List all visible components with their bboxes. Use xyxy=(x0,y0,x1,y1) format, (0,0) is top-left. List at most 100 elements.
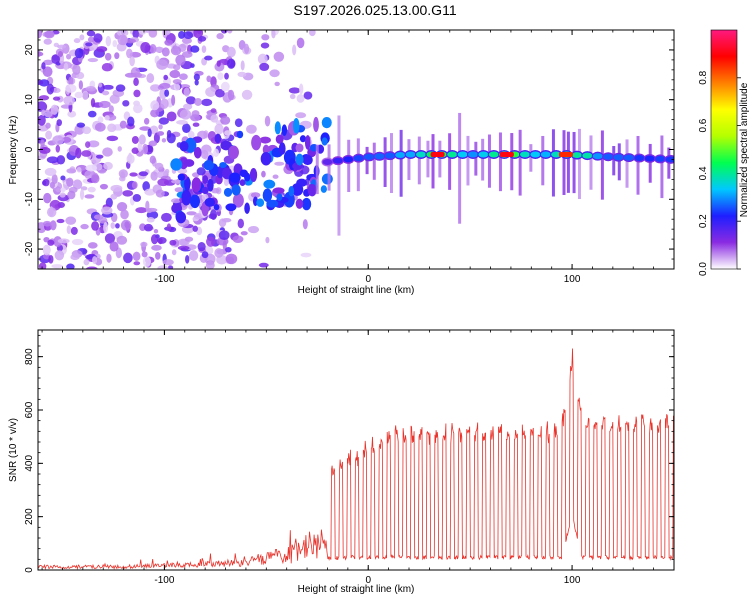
spectrogram-noise-cell xyxy=(63,62,69,71)
colorbar-tick-label: 0.4 xyxy=(698,166,709,180)
spectrogram-transition-cell xyxy=(295,153,304,166)
spectrogram-streak xyxy=(466,135,470,186)
snr-ticks: -100 0 100 0 200 400 600 800 xyxy=(24,330,675,586)
spectrogram-noise-cell xyxy=(57,44,67,49)
spectrogram-noise-cell xyxy=(145,207,158,213)
spectrogram-noise-cell xyxy=(169,70,181,79)
spectrogram-noise-cell xyxy=(105,35,112,47)
spectrogram-noise-cell xyxy=(81,150,92,157)
spectrogram-noise-cell xyxy=(185,96,196,105)
spectrogram-ridge-cell xyxy=(582,152,593,159)
spectrogram-noise-cell xyxy=(110,222,115,229)
spectrogram-noise-cell xyxy=(213,148,220,158)
spectrogram-noise-cell xyxy=(45,130,53,140)
spectrogram-x-label: Height of straight line (km) xyxy=(298,285,415,296)
spectrogram-streak xyxy=(541,135,545,186)
colorbar-tick-label: 0.8 xyxy=(698,70,709,84)
spectrogram-noise-cell xyxy=(44,30,55,39)
spectrogram-noise-cell xyxy=(208,213,217,220)
spectrogram-noise-cell xyxy=(40,139,45,148)
spectrogram-streak xyxy=(481,138,485,181)
spectrogram-ridge-cell xyxy=(405,151,416,158)
spectrogram-ridge-cell xyxy=(353,155,364,162)
spectrogram-streak xyxy=(356,138,360,192)
spectrogram-noise-cell xyxy=(66,53,72,60)
spectrogram-noise-cell xyxy=(120,209,129,220)
spectrogram-noise-cell xyxy=(167,265,174,269)
spectrogram-noise-cell xyxy=(74,48,84,59)
spectrogram-noise-cell xyxy=(138,30,147,35)
spectrogram-noise-cell xyxy=(49,181,56,189)
spectrogram-noise-cell xyxy=(107,123,117,133)
snr-y-tick-label: 0 xyxy=(24,567,35,573)
spectrogram-noise-cell xyxy=(210,108,217,113)
spectrogram-transition-cell xyxy=(231,184,241,196)
spectrogram-noise-cell xyxy=(207,130,217,142)
spectrogram-noise-cell xyxy=(54,250,65,261)
spectrogram-noise-cell xyxy=(259,62,270,72)
spectrogram-noise-cell xyxy=(299,83,304,95)
spectrogram-noise-cell xyxy=(137,142,143,152)
spectrogram-noise-cell xyxy=(250,192,261,199)
spectrogram-noise-cell xyxy=(211,187,220,194)
spectrogram-ridge-cell xyxy=(519,151,530,158)
spectrogram-noise-cell xyxy=(70,253,80,261)
spectrogram-noise-cell xyxy=(117,34,128,46)
spectrogram-noise-cell xyxy=(91,221,100,231)
spectrogram-streak xyxy=(617,143,621,181)
spectrogram-transition-cell xyxy=(223,187,233,197)
spectrogram-noise-cell xyxy=(83,259,90,266)
spectrogram-noise-cell xyxy=(225,253,238,265)
spectrogram-noise-cell xyxy=(115,223,120,229)
spectrogram-noise-cell xyxy=(164,89,170,97)
spectrogram-noise-cell xyxy=(46,83,55,95)
colorbar-tick-label: 0.6 xyxy=(698,118,709,132)
spectrogram-noise-cell xyxy=(166,223,172,232)
spectrogram-transition-cell xyxy=(202,175,209,184)
spectrogram-streak xyxy=(347,139,351,192)
snr-x-tick-label: 100 xyxy=(564,575,581,586)
spectrogram-noise-cell xyxy=(127,116,135,127)
spectrogram-transition-cell xyxy=(275,134,284,144)
spectrogram-ridge-cell xyxy=(644,155,655,162)
spectrogram-noise-cell xyxy=(142,143,149,155)
spectrogram-noise-cell xyxy=(173,64,181,71)
spectrogram-noise-cell xyxy=(42,220,52,227)
spectrogram-transition-cell xyxy=(256,198,265,207)
spectrogram-noise-cell xyxy=(118,169,128,179)
spectrogram-noise-cell xyxy=(303,91,313,100)
spectrogram-noise-cell xyxy=(151,244,162,251)
spectrogram-noise-cell xyxy=(158,238,163,245)
spectrogram-noise-cell xyxy=(227,30,233,34)
spectrogram-transition-cell xyxy=(220,140,232,151)
spectrogram-noise-cell xyxy=(192,225,198,232)
spectrogram-ridge-cell xyxy=(623,154,634,161)
spectrogram-noise-cell xyxy=(206,236,216,247)
snr-series-line xyxy=(38,348,674,570)
spectrogram-streak xyxy=(589,135,593,190)
spectrogram-noise-cell xyxy=(91,174,100,184)
spectrogram-noise-cell xyxy=(57,238,70,244)
spectrogram-noise-cell xyxy=(101,63,113,72)
spectrogram-noise-cell xyxy=(177,245,190,251)
spectrogram-ridge-cell xyxy=(488,151,499,158)
spectrogram-noise-cell xyxy=(273,51,285,62)
spectrogram-streak xyxy=(389,133,393,194)
spectrogram-noise-cell xyxy=(220,30,228,34)
spectrogram-noise-cell xyxy=(225,246,232,253)
spectrogram-noise-cell xyxy=(66,263,75,269)
spectrogram-noise-cell xyxy=(148,30,158,38)
spectrogram-noise-cell xyxy=(240,231,248,236)
spectrogram-transition-cell xyxy=(214,133,222,144)
spectrogram-noise-cell xyxy=(102,147,113,157)
snr-y-tick-label: 200 xyxy=(24,508,35,525)
spectrogram-noise-cell xyxy=(38,114,46,126)
spectrogram-ridge-cell xyxy=(374,153,385,160)
spectrogram-noise-cell xyxy=(85,85,96,92)
spectrogram-noise-cell xyxy=(190,114,201,122)
spectrogram-noise-cell xyxy=(258,262,269,268)
spectrogram-streak xyxy=(487,134,491,188)
spectrogram-transition-cell xyxy=(228,145,239,160)
spectrogram-transition-cell xyxy=(281,124,288,137)
spectrogram-noise-cell xyxy=(197,35,207,42)
